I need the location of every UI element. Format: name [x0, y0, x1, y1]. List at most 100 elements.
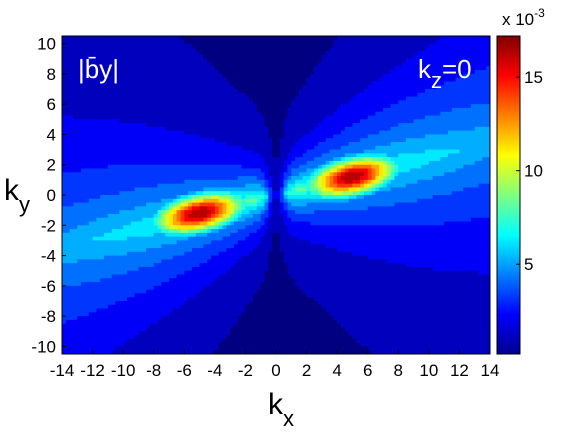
heat-cell-148 [65, 278, 71, 283]
heat-cell-4847 [279, 259, 285, 264]
heat-cell-347 [77, 77, 82, 83]
heat-cell-1563 [130, 229, 136, 234]
heat-cell-236 [69, 293, 75, 298]
heat-cell-927 [104, 47, 109, 52]
heat-cell-529 [84, 130, 90, 136]
heat-cell-178 [69, 73, 75, 79]
heat-cell-4245 [253, 206, 258, 211]
heat-cell-582 [84, 331, 90, 336]
heat-cell-3973 [241, 130, 247, 136]
heat-cell-1454 [126, 134, 132, 139]
heat-cell-3771 [230, 319, 235, 325]
heat-cell-2376 [169, 126, 174, 132]
heat-cell-2738 [184, 225, 189, 230]
heat-cell-392 [77, 248, 82, 253]
heat-cell-106 [65, 119, 71, 124]
heat-cell-2267 [161, 350, 166, 354]
heat-cell-2020 [153, 51, 159, 56]
heat-cell-1545 [130, 160, 136, 166]
heat-cell-3625 [226, 85, 231, 90]
heat-cell-3319 [211, 198, 216, 204]
heat-cell-2208 [161, 126, 166, 132]
heat-cell-2774 [188, 43, 193, 48]
heat-cell-4689 [272, 297, 277, 302]
heat-cell-4632 [272, 81, 277, 86]
heat-cell-1980 [149, 217, 155, 223]
heat-cell-4223 [253, 123, 258, 128]
heat-cell-2416 [169, 278, 174, 283]
heat-cell-1438 [126, 73, 132, 79]
heat-cell-3718 [230, 119, 235, 124]
heat-cell-2866 [191, 73, 197, 79]
heat-cell-183 [69, 92, 75, 98]
heat-cell-883 [100, 198, 105, 204]
heat-cell-266 [73, 89, 78, 94]
heat-cell-1457 [126, 145, 132, 151]
heat-cell-3281 [211, 54, 216, 60]
heat-cell-903 [100, 274, 105, 279]
heat-cell-295 [73, 198, 78, 204]
heat-cell-442 [81, 119, 86, 124]
heat-cell-1924 [146, 323, 151, 329]
heat-cell-3917 [237, 236, 243, 242]
heat-cell-2093 [153, 327, 159, 332]
heat-cell-3252 [207, 263, 212, 268]
heat-cell-2947 [195, 62, 201, 67]
heat-cell-3307 [211, 153, 216, 158]
heat-cell-1710 [138, 149, 143, 154]
heat-cell-3995 [241, 213, 247, 219]
heat-cell-3779 [230, 350, 235, 354]
heat-cell-2287 [165, 107, 170, 113]
heat-cell-1197 [115, 115, 120, 120]
heat-cell-893 [100, 236, 105, 242]
heat-cell-403 [77, 289, 82, 295]
heat-cell-2890 [191, 164, 197, 170]
heat-cell-2609 [180, 54, 185, 60]
heat-cell-1278 [119, 104, 124, 109]
heat-cell-431 [81, 77, 86, 83]
heat-cell-2329 [165, 266, 170, 272]
heat-cell-4067 [245, 168, 250, 173]
heat-cell-2323 [165, 244, 170, 249]
heat-cell-596 [88, 66, 94, 71]
heat-cell-4582 [268, 210, 273, 215]
heat-cell-2392 [169, 187, 174, 192]
heat-cell-3302 [211, 134, 216, 139]
heat-cell-3088 [199, 278, 204, 283]
heat-cell-4087 [245, 244, 250, 249]
heat-cell-1072 [107, 278, 113, 283]
heat-cell-3707 [230, 77, 235, 83]
heat-cell-4284 [256, 36, 262, 41]
heat-cell-895 [100, 244, 105, 249]
heat-cell-3951 [241, 47, 247, 52]
heat-cell-25 [62, 130, 67, 136]
heat-cell-3758 [230, 270, 235, 276]
heat-cell-2510 [172, 316, 178, 321]
heat-cell-446 [81, 134, 86, 139]
heat-cell-795 [96, 183, 101, 189]
heat-cell-4749 [276, 206, 281, 211]
heat-cell-2338 [165, 301, 170, 306]
heat-cell-1468 [126, 187, 132, 192]
heat-cell-1030 [107, 119, 113, 124]
heat-cell-2294 [165, 134, 170, 139]
heat-cell-4407 [260, 183, 266, 189]
heat-cell-2249 [161, 282, 166, 287]
heat-cell-4219 [253, 107, 258, 113]
heat-cell-4435 [260, 289, 266, 295]
heat-cell-1858 [146, 73, 151, 79]
heat-cell-3060 [199, 172, 204, 177]
heat-cell-3368 [214, 66, 220, 71]
heat-cell-1191 [115, 92, 120, 98]
heat-cell-4043 [245, 77, 250, 83]
heat-cell-1665 [134, 297, 140, 302]
heat-cell-3820 [233, 187, 239, 192]
heat-cell-3126 [203, 104, 208, 109]
heat-cell-4723 [276, 107, 281, 113]
heat-cell-3372 [214, 81, 220, 86]
heat-cell-4279 [253, 335, 258, 340]
heat-cell-3928 [237, 278, 243, 283]
heat-cell-4497 [264, 206, 269, 211]
heat-cell-4674 [272, 240, 277, 245]
heat-cell-3033 [199, 70, 204, 75]
